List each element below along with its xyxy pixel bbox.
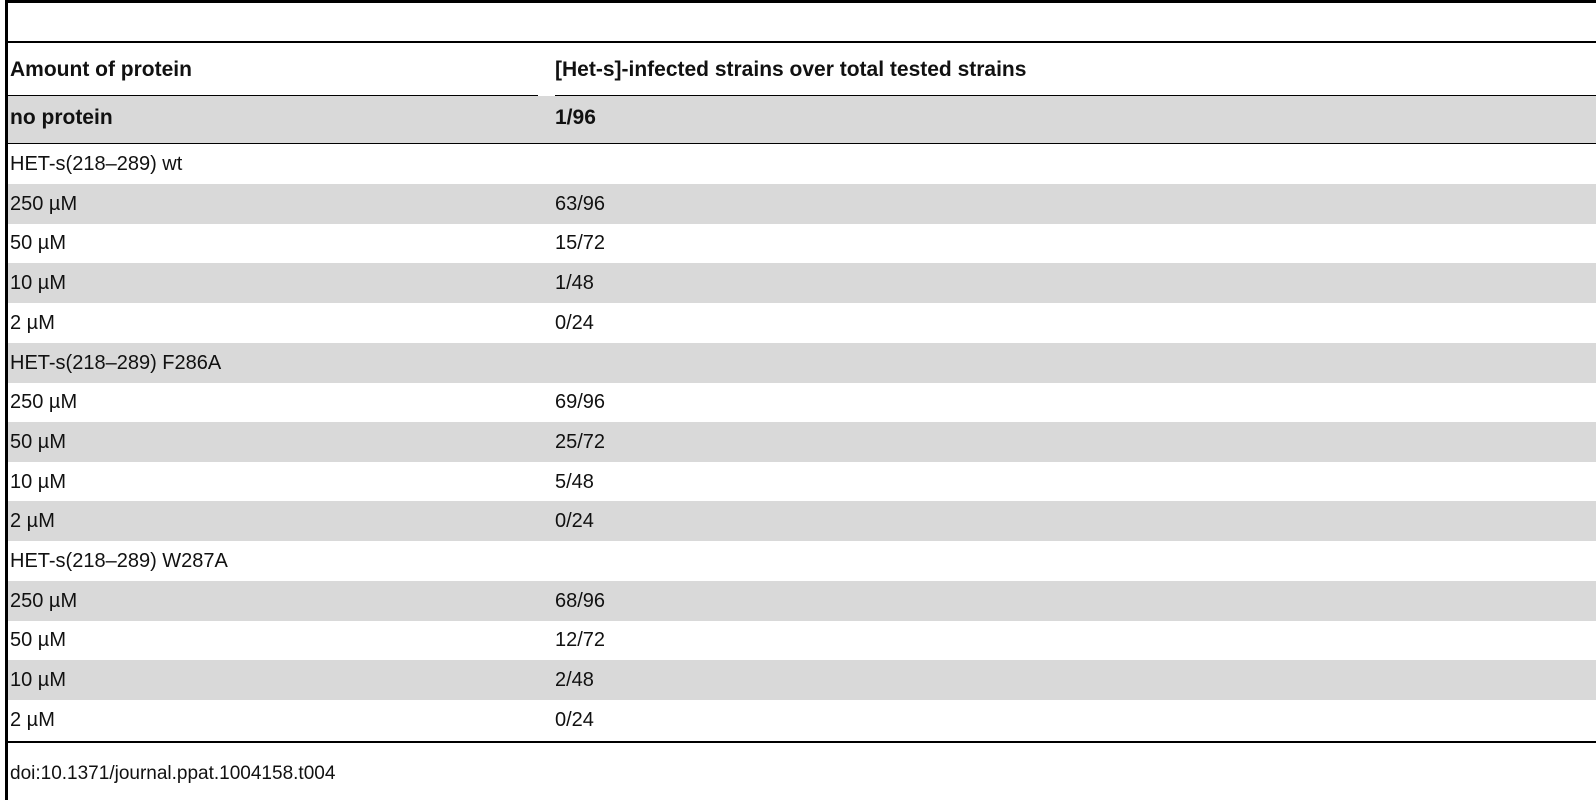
table-row: no protein 1/96 xyxy=(8,96,1596,144)
cell-infected-ratio: 0/24 xyxy=(555,510,594,533)
cell-infected-ratio: 5/48 xyxy=(555,470,594,493)
table-row: 2 µM 0/24 xyxy=(8,700,1596,740)
cell-amount: 2 µM xyxy=(10,510,55,533)
left-border-rule xyxy=(5,0,8,800)
table-row: 10 µM 2/48 xyxy=(8,660,1596,701)
header-top-rule xyxy=(8,41,1596,43)
cell-amount: 10 µM xyxy=(10,669,66,692)
table-row: 2 µM 0/24 xyxy=(8,303,1596,343)
cell-infected-ratio: 63/96 xyxy=(555,192,606,215)
cell-amount: 50 µM xyxy=(10,232,66,255)
top-border-rule xyxy=(5,0,1596,3)
table-row: 250 µM 69/96 xyxy=(8,382,1596,422)
cell-infected-ratio: 0/24 xyxy=(555,708,594,731)
cell-amount: 2 µM xyxy=(10,708,55,731)
cell-amount: 50 µM xyxy=(10,430,66,453)
cell-amount: 50 µM xyxy=(10,629,66,652)
cell-amount: no protein xyxy=(10,106,113,129)
cell-amount: 10 µM xyxy=(10,470,66,493)
table-row: 50 µM 15/72 xyxy=(8,223,1596,263)
table-row: 250 µM 68/96 xyxy=(8,580,1596,621)
cell-infected-ratio: 12/72 xyxy=(555,629,606,652)
cell-amount: HET-s(218–289) W287A xyxy=(10,550,228,572)
header-bottom-rule-col2 xyxy=(555,95,1596,96)
table-row: 10 µM 1/48 xyxy=(8,263,1596,304)
column-header-infected-strains: [Het-s]-infected strains over total test… xyxy=(555,58,1027,81)
cell-infected-ratio: 25/72 xyxy=(555,430,606,453)
cell-infected-ratio: 2/48 xyxy=(555,669,594,692)
column-header-amount: Amount of protein xyxy=(10,58,192,81)
table-row: HET-s(218–289) wt xyxy=(8,144,1596,184)
table-row: 50 µM 25/72 xyxy=(8,421,1596,462)
cell-amount: 2 µM xyxy=(10,311,55,334)
cell-infected-ratio: 0/24 xyxy=(555,311,594,334)
table-row: 250 µM 63/96 xyxy=(8,183,1596,224)
cell-amount: 10 µM xyxy=(10,272,66,295)
table-row: 50 µM 12/72 xyxy=(8,620,1596,660)
header-bottom-rule-col1 xyxy=(8,95,538,96)
table-row: HET-s(218–289) F286A xyxy=(8,342,1596,383)
table-row: 10 µM 5/48 xyxy=(8,462,1596,502)
cell-amount: 250 µM xyxy=(10,192,78,215)
cell-infected-ratio: 15/72 xyxy=(555,232,606,255)
cell-infected-ratio: 1/96 xyxy=(555,106,596,129)
cell-amount: 250 µM xyxy=(10,391,78,414)
cell-amount: HET-s(218–289) wt xyxy=(10,153,183,175)
cell-amount: 250 µM xyxy=(10,589,78,612)
table-row: 2 µM 0/24 xyxy=(8,501,1596,542)
cell-infected-ratio: 1/48 xyxy=(555,272,594,295)
doi-caption: doi:10.1371/journal.ppat.1004158.t004 xyxy=(10,763,336,784)
cell-amount: HET-s(218–289) F286A xyxy=(10,351,222,374)
cell-infected-ratio: 68/96 xyxy=(555,589,606,612)
table-row: HET-s(218–289) W287A xyxy=(8,541,1596,581)
cell-infected-ratio: 69/96 xyxy=(555,391,606,414)
table-bottom-rule xyxy=(8,741,1596,743)
